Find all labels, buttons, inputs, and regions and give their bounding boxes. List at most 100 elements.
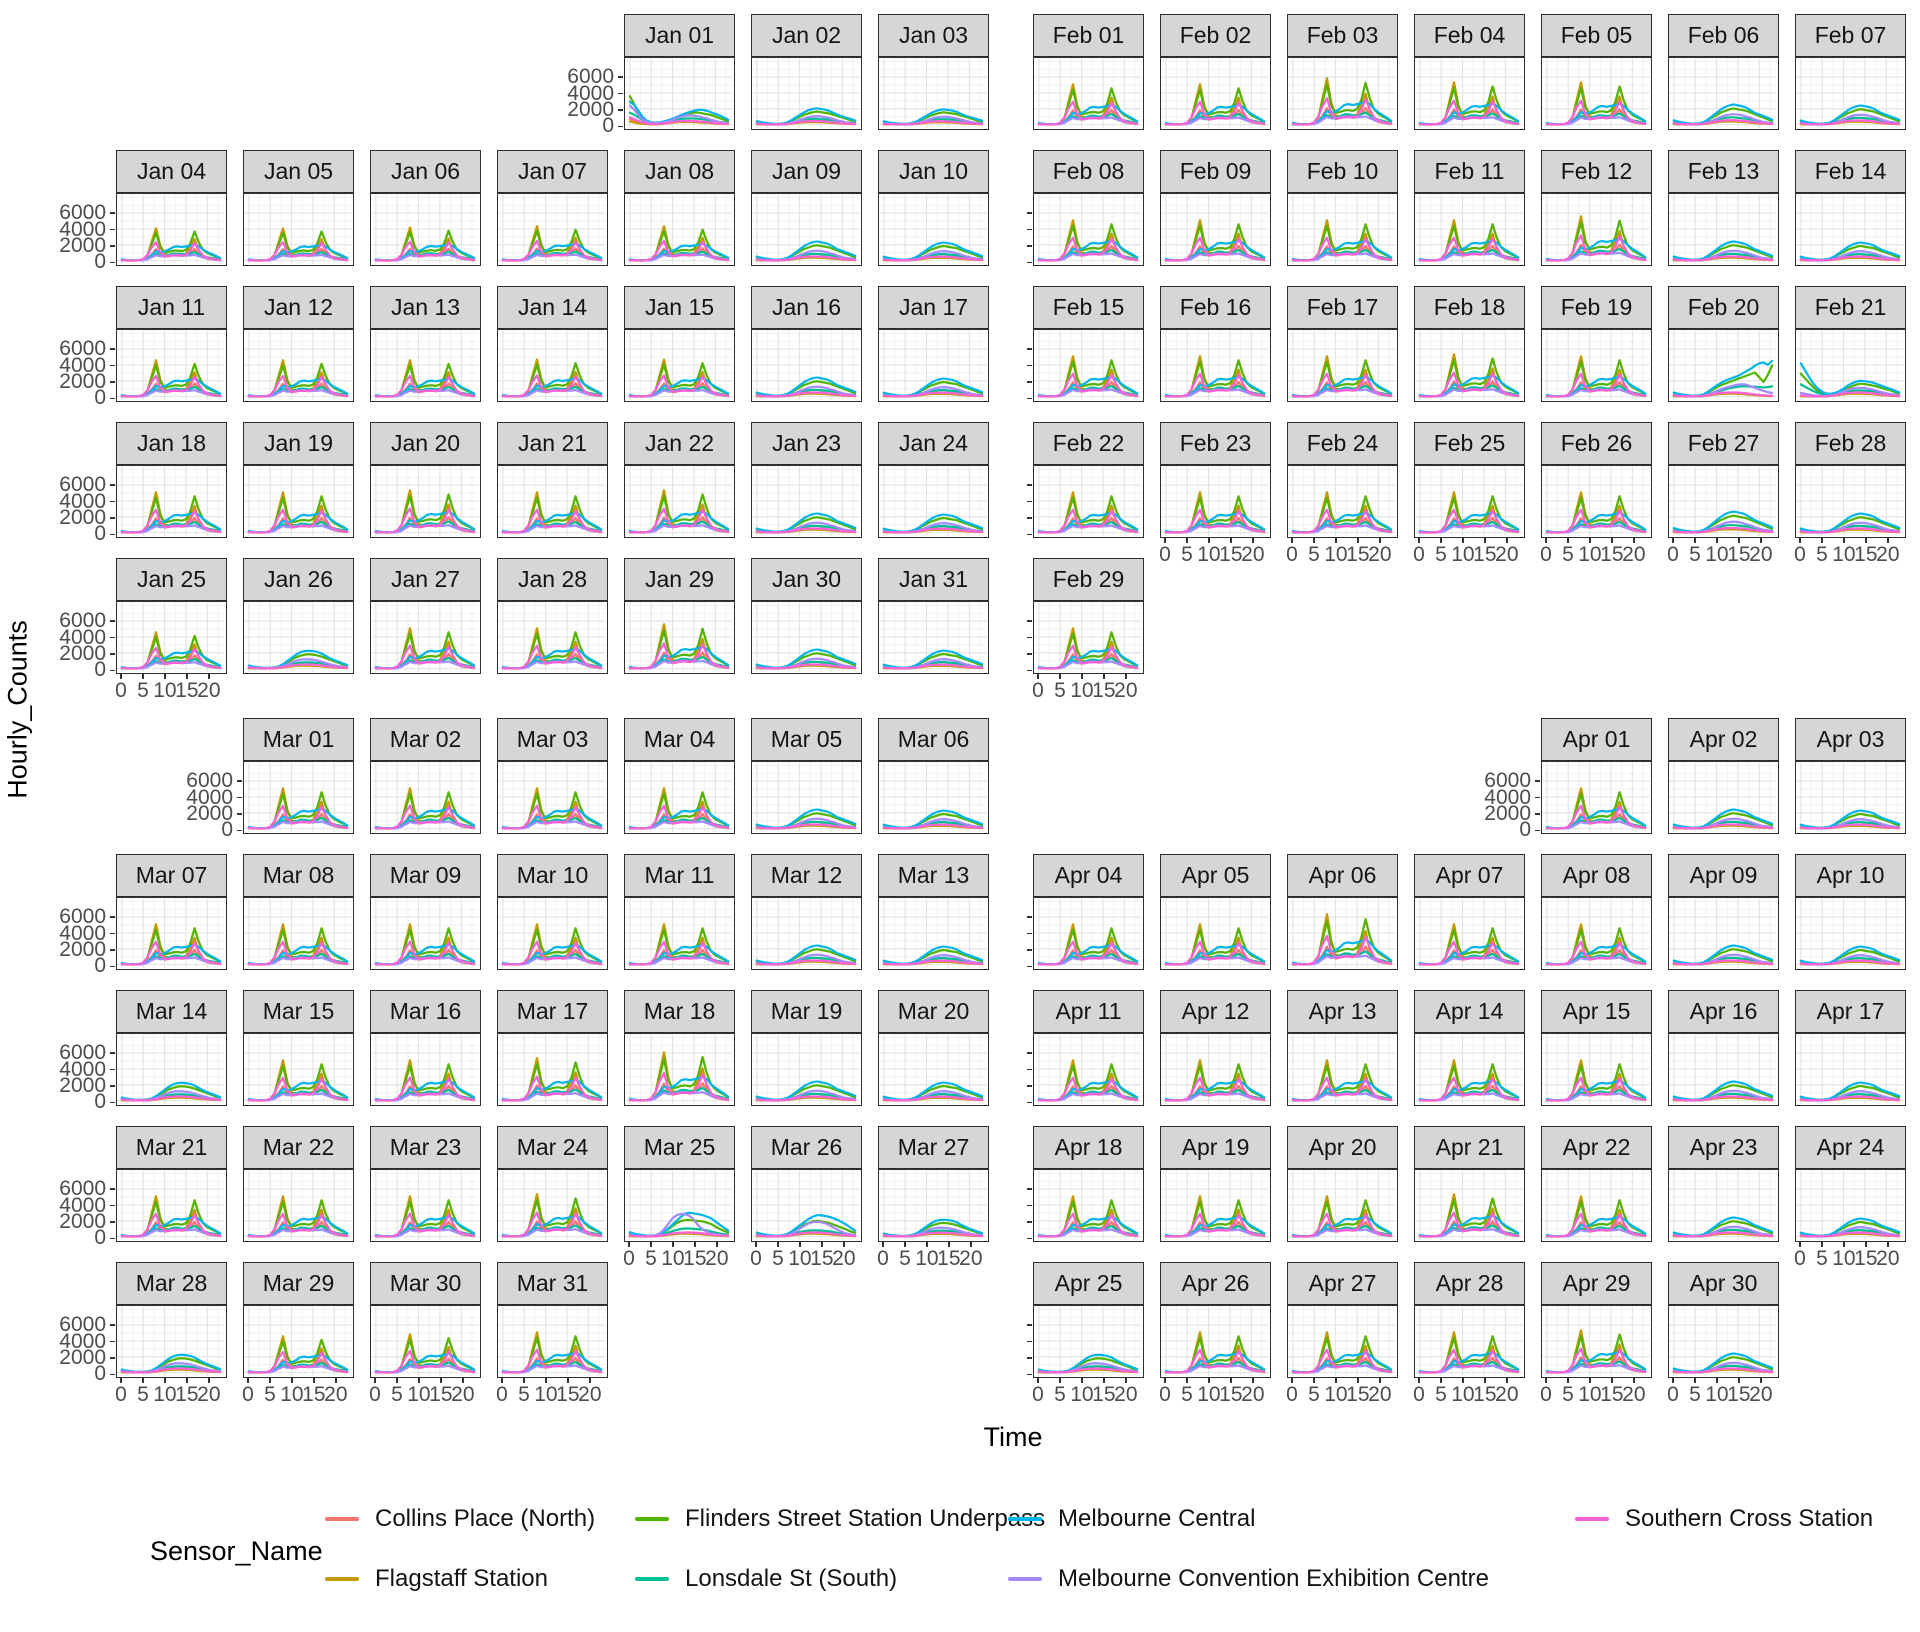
y-tick-mark xyxy=(110,517,115,519)
x-tick-mark xyxy=(1865,1242,1867,1247)
panel-plot xyxy=(1669,194,1777,264)
panel-plot xyxy=(117,1306,225,1376)
facet-strip: Feb 06 xyxy=(1668,14,1779,57)
facet-strip: Apr 12 xyxy=(1160,990,1271,1033)
y-tick-mark xyxy=(1027,397,1032,400)
x-tick-mark xyxy=(1164,1378,1166,1383)
y-tick-mark xyxy=(110,636,115,639)
x-tick-label: 0 xyxy=(1794,1247,1806,1270)
facet-strip: Jan 20 xyxy=(370,422,481,465)
x-tick-mark xyxy=(1611,1378,1613,1383)
y-tick-mark xyxy=(110,916,115,918)
panel-plot xyxy=(371,330,479,400)
panel-plot xyxy=(1034,1034,1142,1104)
x-tick-mark xyxy=(1633,1378,1635,1383)
facet-strip: Mar 23 xyxy=(370,1126,481,1169)
facet-strip: Jan 06 xyxy=(370,150,481,193)
series-southern xyxy=(374,374,476,398)
panel-Mar-30 xyxy=(370,1305,481,1378)
panel-Feb-27 xyxy=(1668,465,1779,538)
x-tick-mark xyxy=(208,674,210,679)
y-tick-label: 0 xyxy=(94,1090,106,1114)
panel-Jan-03 xyxy=(878,57,989,130)
y-tick-label: 6000 xyxy=(1484,769,1531,793)
panel-Mar-02 xyxy=(370,761,481,834)
panel-Apr-26 xyxy=(1160,1305,1271,1378)
y-tick-label: 0 xyxy=(94,250,106,274)
panel-Mar-01 xyxy=(243,761,354,834)
facet-strip: Mar 28 xyxy=(116,1262,227,1305)
panel-Apr-10 xyxy=(1795,897,1906,970)
series-southern xyxy=(1672,1367,1774,1374)
facet-strip: Apr 23 xyxy=(1668,1126,1779,1169)
panel-Feb-15 xyxy=(1033,329,1144,402)
y-tick-mark xyxy=(110,1324,115,1326)
facet-strip: Mar 24 xyxy=(497,1126,608,1169)
panel-plot xyxy=(1288,1306,1396,1376)
x-tick-mark xyxy=(1230,1378,1232,1383)
facet-strip: Feb 04 xyxy=(1414,14,1525,57)
y-tick-mark xyxy=(110,1204,115,1207)
series-southern xyxy=(1418,940,1520,966)
facet-strip: Apr 16 xyxy=(1668,990,1779,1033)
facet-strip: Apr 18 xyxy=(1033,1126,1144,1169)
x-tick-mark xyxy=(716,1242,718,1247)
facet-strip: Jan 10 xyxy=(878,150,989,193)
y-tick-mark xyxy=(110,1221,115,1223)
x-tick-label: 15 xyxy=(175,1383,199,1406)
x-tick-label: 5 xyxy=(1562,543,1574,566)
y-tick-mark xyxy=(1027,620,1032,622)
series-southern xyxy=(755,959,857,966)
y-tick-label: 0 xyxy=(94,1226,106,1250)
x-tick-mark xyxy=(142,674,144,679)
panel-Mar-08 xyxy=(243,897,354,970)
y-tick-mark xyxy=(110,245,115,247)
panel-Mar-26 xyxy=(751,1169,862,1242)
x-tick-label: 0 xyxy=(1413,1383,1425,1406)
series-southern xyxy=(1037,372,1139,398)
panel-Mar-10 xyxy=(497,897,608,970)
facet-strip: Feb 16 xyxy=(1160,286,1271,329)
panel-plot xyxy=(117,898,225,968)
x-tick-label: 15 xyxy=(1727,543,1751,566)
panel-Jan-26 xyxy=(243,601,354,674)
panel-plot xyxy=(1161,1306,1269,1376)
series-southern xyxy=(1799,1231,1901,1238)
panel-plot xyxy=(1288,194,1396,264)
y-tick-mark xyxy=(110,1340,115,1343)
y-tick-mark xyxy=(1027,1188,1032,1190)
legend-key-line-flagstaff xyxy=(325,1577,359,1581)
y-tick-mark xyxy=(1535,780,1540,782)
legend-entry-central: Melbourne Central xyxy=(1008,1505,1255,1533)
facet-strip: Apr 14 xyxy=(1414,990,1525,1033)
facet-strip: Feb 26 xyxy=(1541,422,1652,465)
x-tick-label: 10 xyxy=(1451,543,1475,566)
series-southern xyxy=(247,508,349,534)
panel-Feb-25 xyxy=(1414,465,1525,538)
facet-strip: Feb 27 xyxy=(1668,422,1779,465)
facet-strip: Jan 25 xyxy=(116,558,227,601)
x-tick-mark xyxy=(208,1378,210,1383)
facet-strip: Apr 28 xyxy=(1414,1262,1525,1305)
x-tick-label: 0 xyxy=(496,1383,508,1406)
panel-plot xyxy=(1415,58,1523,128)
facet-strip: Mar 05 xyxy=(751,718,862,761)
facet-strip: Jan 29 xyxy=(624,558,735,601)
legend-label: Flinders Street Station Underpass xyxy=(685,1505,1046,1532)
x-tick-label: 10 xyxy=(1832,543,1856,566)
facet-strip: Mar 29 xyxy=(243,1262,354,1305)
y-tick-label: 2000 xyxy=(1484,801,1531,825)
x-tick-label: 0 xyxy=(1413,543,1425,566)
series-flinders xyxy=(1799,372,1901,396)
y-tick-mark xyxy=(1027,669,1032,672)
panel-Jan-12 xyxy=(243,329,354,402)
x-tick-mark xyxy=(1672,1378,1674,1383)
facet-strip: Mar 26 xyxy=(751,1126,862,1169)
x-tick-label: 10 xyxy=(1578,543,1602,566)
x-tick-mark xyxy=(1887,1242,1889,1247)
series-southern xyxy=(882,823,984,830)
y-tick-mark xyxy=(110,965,115,968)
x-tick-mark xyxy=(821,1242,823,1247)
series-southern xyxy=(1545,940,1647,966)
x-tick-label: 5 xyxy=(137,1383,149,1406)
